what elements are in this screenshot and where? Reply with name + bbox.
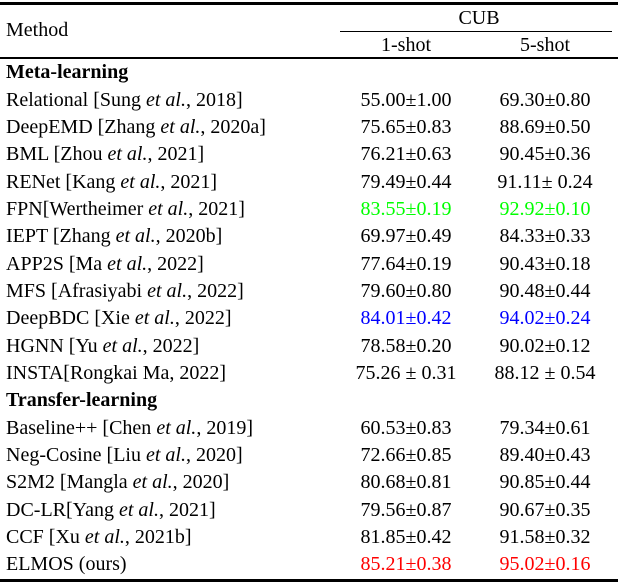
value-cell-1shot: 80.68±0.81 bbox=[360, 471, 452, 494]
table-row: S2M2 [Mangla et al., 2020] 80.68±0.81 90.8… bbox=[0, 469, 618, 496]
value-cell-1shot: 76.21±0.63 bbox=[360, 143, 452, 166]
table-row: BML [Zhou et al., 2021] 76.21±0.63 90.45±0… bbox=[0, 141, 618, 168]
value-cell-1shot: 55.00±1.00 bbox=[360, 88, 452, 111]
value-cell-5shot: 92.92±0.10 bbox=[499, 197, 591, 220]
table-row: IEPT [Zhang et al., 2020b] 69.97±0.49 84.3… bbox=[0, 223, 618, 250]
value-cell-5shot: 90.43±0.18 bbox=[499, 252, 591, 275]
section-label: Meta-learning bbox=[6, 61, 129, 84]
method-cell: INSTA[Rongkai Ma, 2022] bbox=[6, 361, 227, 384]
method-column-header: Method bbox=[6, 19, 69, 41]
value-cell-5shot: 90.02±0.12 bbox=[499, 334, 591, 357]
value-cell-5shot: 95.02±0.16 bbox=[499, 553, 591, 576]
method-cell: DC-LR[Yang et al., 2021] bbox=[6, 498, 216, 521]
value-cell-1shot: 77.64±0.19 bbox=[360, 252, 452, 275]
value-cell-5shot: 90.48±0.44 bbox=[499, 279, 591, 302]
cub-cmidrule bbox=[340, 31, 612, 32]
value-cell-1shot: 60.53±0.83 bbox=[360, 416, 452, 439]
table-bottom-rule bbox=[0, 578, 618, 582]
table-header-rule bbox=[0, 56, 618, 59]
value-cell-5shot: 69.30±0.80 bbox=[499, 88, 591, 111]
table-row: Relational [Sung et al., 2018] 55.00±1.00… bbox=[0, 86, 618, 113]
table-row: FPN[Wertheimer et al., 2021] 83.55±0.19 92… bbox=[0, 196, 618, 223]
value-cell-1shot: 69.97±0.49 bbox=[360, 225, 452, 248]
value-cell-5shot: 89.40±0.43 bbox=[499, 443, 591, 466]
table-row: CCF [Xu et al., 2021b] 81.85±0.42 91.58±0.… bbox=[0, 524, 618, 551]
table-header: Method CUB 1-shot 5-shot bbox=[0, 5, 618, 57]
value-cell-1shot: 79.56±0.87 bbox=[360, 498, 452, 521]
value-cell-1shot: 79.60±0.80 bbox=[360, 279, 452, 302]
method-cell: Baseline++ [Chen et al., 2019] bbox=[6, 416, 253, 439]
value-cell-5shot: 88.69±0.50 bbox=[499, 115, 591, 138]
method-cell: HGNN [Yu et al., 2022] bbox=[6, 334, 200, 357]
method-cell: DeepBDC [Xie et al., 2022] bbox=[6, 307, 232, 330]
value-cell-1shot: 81.85±0.42 bbox=[360, 526, 452, 549]
value-cell-1shot: 85.21±0.38 bbox=[360, 553, 452, 576]
value-cell-1shot: 79.49±0.44 bbox=[360, 170, 452, 193]
method-cell: S2M2 [Mangla et al., 2020] bbox=[6, 471, 230, 494]
method-cell: BML [Zhou et al., 2021] bbox=[6, 143, 205, 166]
method-cell: APP2S [Ma et al., 2022] bbox=[6, 252, 204, 275]
value-cell-1shot: 83.55±0.19 bbox=[360, 197, 452, 220]
table-top-rule bbox=[0, 2, 618, 5]
value-cell-1shot: 75.26 ± 0.31 bbox=[355, 361, 457, 384]
value-cell-5shot: 91.58±0.32 bbox=[499, 526, 591, 549]
section-label: Transfer-learning bbox=[6, 389, 158, 412]
table-row: DeepBDC [Xie et al., 2022] 84.01±0.42 94.0… bbox=[0, 305, 618, 332]
value-cell-1shot: 72.66±0.85 bbox=[360, 443, 452, 466]
column-header-5shot: 5-shot bbox=[520, 33, 570, 56]
method-cell: Relational [Sung et al., 2018] bbox=[6, 88, 243, 111]
method-cell: ELMOS (ours) bbox=[6, 553, 127, 576]
value-cell-1shot: 84.01±0.42 bbox=[360, 307, 452, 330]
table-row: Baseline++ [Chen et al., 2019] 60.53±0.83… bbox=[0, 414, 618, 441]
method-cell: IEPT [Zhang et al., 2020b] bbox=[6, 225, 223, 248]
table-row: Neg-Cosine [Liu et al., 2020] 72.66±0.85 8… bbox=[0, 442, 618, 469]
table-row: HGNN [Yu et al., 2022] 78.58±0.20 90.02±0.… bbox=[0, 332, 618, 359]
method-cell: CCF [Xu et al., 2021b] bbox=[6, 526, 192, 549]
value-cell-5shot: 94.02±0.24 bbox=[499, 307, 591, 330]
table-row: APP2S [Ma et al., 2022] 77.64±0.19 90.43±0… bbox=[0, 250, 618, 277]
value-cell-5shot: 91.11± 0.24 bbox=[497, 170, 593, 193]
subcolumn-headers: 1-shot 5-shot bbox=[340, 33, 618, 57]
group-header-cub: CUB bbox=[458, 6, 500, 29]
value-cell-1shot: 78.58±0.20 bbox=[360, 334, 452, 357]
method-cell: RENet [Kang et al., 2021] bbox=[6, 170, 218, 193]
table-body: Meta-learning Relational [Sung et al., 20… bbox=[0, 59, 618, 579]
value-cell-1shot: 75.65±0.83 bbox=[360, 115, 452, 138]
section-row: Transfer-learning bbox=[0, 387, 618, 414]
method-cell: DeepEMD [Zhang et al., 2020a] bbox=[6, 115, 266, 138]
method-cell: MFS [Afrasiyabi et al., 2022] bbox=[6, 279, 244, 302]
section-row: Meta-learning bbox=[0, 59, 618, 86]
cub-column-group: CUB 1-shot 5-shot bbox=[340, 5, 618, 57]
table-row: ELMOS (ours) 85.21±0.38 95.02±0.16 bbox=[0, 551, 618, 578]
value-cell-5shot: 90.85±0.44 bbox=[499, 471, 591, 494]
table-row: INSTA[Rongkai Ma, 2022] 75.26 ± 0.31 88.12… bbox=[0, 360, 618, 387]
table-row: RENet [Kang et al., 2021] 79.49±0.44 91.11… bbox=[0, 168, 618, 195]
method-cell: Neg-Cosine [Liu et al., 2020] bbox=[6, 443, 243, 466]
method-cell: FPN[Wertheimer et al., 2021] bbox=[6, 197, 245, 220]
column-header-1shot: 1-shot bbox=[381, 33, 431, 56]
value-cell-5shot: 90.45±0.36 bbox=[499, 143, 591, 166]
value-cell-5shot: 90.67±0.35 bbox=[499, 498, 591, 521]
value-cell-5shot: 88.12 ± 0.54 bbox=[494, 361, 596, 384]
table-row: DC-LR[Yang et al., 2021] 79.56±0.87 90.67±… bbox=[0, 497, 618, 524]
table-row: MFS [Afrasiyabi et al., 2022] 79.60±0.80 9… bbox=[0, 278, 618, 305]
value-cell-5shot: 79.34±0.61 bbox=[499, 416, 591, 439]
table-row: DeepEMD [Zhang et al., 2020a] 75.65±0.83 8… bbox=[0, 114, 618, 141]
value-cell-5shot: 84.33±0.33 bbox=[499, 225, 591, 248]
